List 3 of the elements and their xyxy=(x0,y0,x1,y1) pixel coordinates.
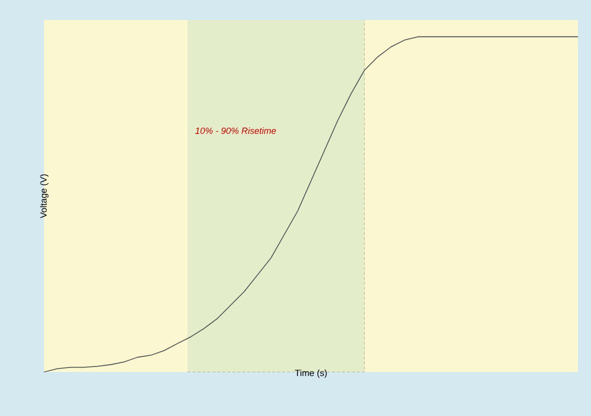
x-axis-title: Time (s) xyxy=(294,370,327,378)
y-axis-title: Voltage (V) xyxy=(40,174,48,218)
annotation: 10% - 90% Risetime xyxy=(195,127,276,134)
